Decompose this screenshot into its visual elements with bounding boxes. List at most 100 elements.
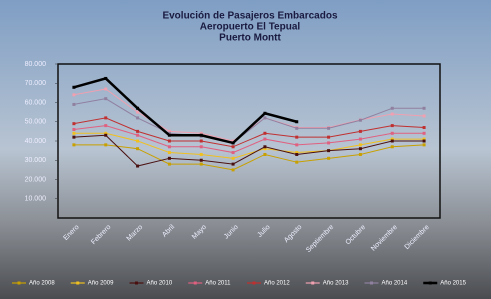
legend-marker (18, 282, 21, 285)
marker (168, 140, 171, 143)
marker (168, 157, 171, 160)
marker (391, 145, 394, 148)
marker (104, 116, 107, 119)
marker (72, 103, 75, 106)
marker (72, 93, 75, 96)
marker (136, 107, 139, 110)
marker (295, 127, 298, 130)
marker (423, 126, 426, 129)
marker (232, 168, 235, 171)
marker (136, 147, 139, 150)
marker (295, 120, 298, 123)
marker (327, 141, 330, 144)
legend-label: Año 2014 (382, 281, 408, 287)
marker (168, 163, 171, 166)
marker (232, 151, 235, 154)
marker (263, 112, 266, 115)
legend-label: Año 2015 (440, 281, 466, 287)
marker (104, 77, 107, 80)
y-tick-label: 40.000 (25, 138, 47, 145)
marker (200, 134, 203, 137)
marker (232, 163, 235, 166)
marker (168, 145, 171, 148)
y-tick-label: 80.000 (25, 61, 47, 68)
marker (391, 124, 394, 127)
marker (263, 132, 266, 135)
marker (391, 107, 394, 110)
legend-marker (135, 282, 138, 285)
legend-label: Año 2013 (323, 281, 349, 287)
marker (423, 107, 426, 110)
marker (232, 145, 235, 148)
marker (136, 165, 139, 168)
marker (423, 140, 426, 143)
marker (232, 141, 235, 144)
marker (295, 153, 298, 156)
marker (72, 143, 75, 146)
marker (263, 116, 266, 119)
marker (423, 132, 426, 135)
y-tick-label: 30.000 (25, 157, 47, 164)
marker (295, 161, 298, 164)
chart: Evolución de Pasajeros EmbarcadosAeropue… (0, 0, 491, 299)
marker (136, 134, 139, 137)
marker (391, 132, 394, 135)
marker (104, 88, 107, 91)
chart-title: Aeropuerto El Tepual (200, 22, 301, 33)
marker (391, 140, 394, 143)
marker (136, 130, 139, 133)
marker (359, 119, 362, 122)
legend-marker (76, 282, 79, 285)
marker (295, 143, 298, 146)
legend-label: Año 2008 (29, 281, 55, 287)
marker (423, 114, 426, 117)
marker (359, 138, 362, 141)
legend-marker (311, 282, 314, 285)
marker (200, 145, 203, 148)
marker (232, 157, 235, 160)
background (0, 0, 491, 299)
legend-marker (370, 282, 373, 285)
chart-title: Evolución de Pasajeros Embarcados (162, 11, 338, 22)
marker (423, 143, 426, 146)
y-tick-label: 60.000 (25, 99, 47, 106)
marker (327, 127, 330, 130)
y-tick-label: 50.000 (25, 119, 47, 126)
marker (200, 140, 203, 143)
marker (136, 140, 139, 143)
legend-marker (429, 282, 432, 285)
marker (104, 134, 107, 137)
marker (72, 86, 75, 89)
y-tick-label: 70.000 (25, 80, 47, 87)
legend-label: Año 2010 (147, 281, 173, 287)
marker (104, 143, 107, 146)
marker (327, 157, 330, 160)
marker (104, 124, 107, 127)
marker (263, 153, 266, 156)
marker (391, 113, 394, 116)
chart-title: Puerto Montt (219, 33, 281, 44)
marker (263, 138, 266, 141)
legend-label: Año 2012 (264, 281, 290, 287)
marker (359, 130, 362, 133)
legend-label: Año 2011 (205, 281, 231, 287)
marker (168, 151, 171, 154)
marker (72, 132, 75, 135)
marker (136, 111, 139, 114)
marker (263, 145, 266, 148)
marker (295, 136, 298, 139)
marker (168, 134, 171, 137)
marker (104, 97, 107, 100)
y-tick-label: 10.000 (25, 196, 47, 203)
marker (72, 128, 75, 131)
marker (200, 163, 203, 166)
marker (327, 149, 330, 152)
marker (359, 153, 362, 156)
marker (72, 122, 75, 125)
y-tick-label: 20.000 (25, 176, 47, 183)
legend-label: Año 2009 (88, 281, 114, 287)
marker (136, 116, 139, 119)
marker (359, 143, 362, 146)
legend-marker (253, 282, 256, 285)
marker (200, 159, 203, 162)
